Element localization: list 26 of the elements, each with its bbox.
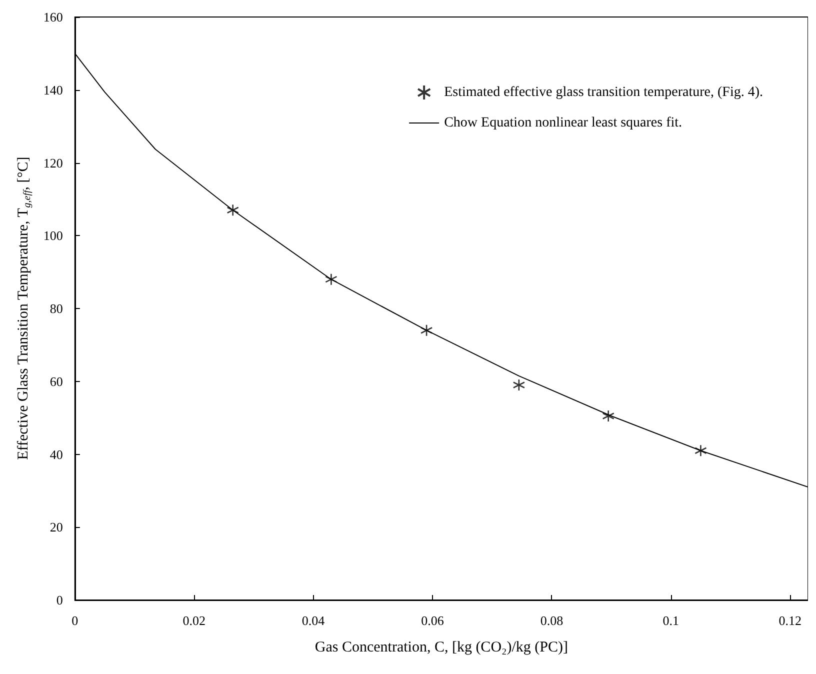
x-tick-label: 0.02 [182,613,206,628]
y-tick-label: 120 [43,155,63,170]
y-tick-label: 160 [43,10,63,24]
x-tick-label: 0 [72,613,78,628]
y-axis-title: Effective Glass Transition Temperature, Tg,eff, [°C] [16,156,33,460]
point [226,204,239,216]
x-axis-title: Gas Concentration, C, [kg (CO₂)/kg (PC)] [314,640,568,656]
y-tick-label: 20 [50,520,63,535]
x-tick-label: 0.04 [302,613,326,628]
y-tick-label: 40 [50,446,63,462]
x-tick-label: 0.1 [662,613,680,628]
legend-label: Estimated effective glass transition temperature, (Fig. 4). [444,85,764,100]
x-tick-label: 0.12 [778,613,802,628]
y-tick-label: 100 [43,228,63,244]
legend-label: Chow Equation nonlinear least squares fit. [444,116,682,130]
y-tick-label: 60 [50,374,63,389]
y-tick-label: 0 [56,592,63,608]
point [325,273,338,286]
y-tick-label: 80 [50,301,63,316]
y-tick-label: 140 [43,82,63,98]
point [512,378,526,392]
x-tick-label: 0.06 [421,613,444,628]
point [602,410,614,422]
point [420,324,433,337]
point [694,444,707,457]
x-tick-label: 0.08 [540,613,564,628]
